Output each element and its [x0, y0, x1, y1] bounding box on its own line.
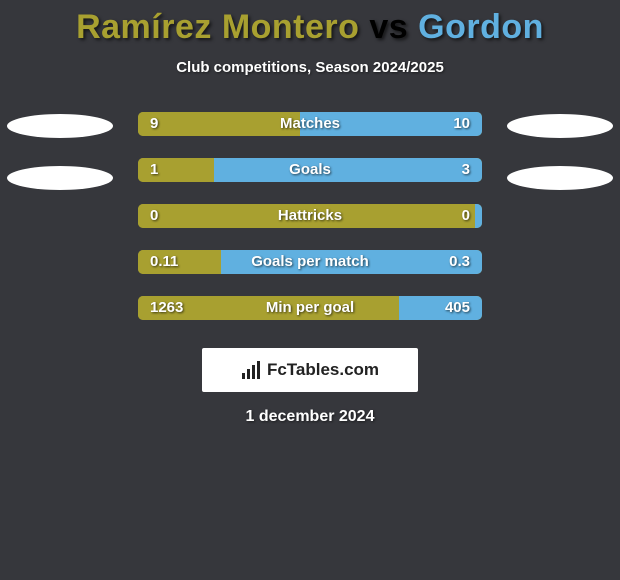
value-left: 9 — [138, 112, 170, 136]
stat-label: Hattricks — [138, 204, 482, 228]
fctables-logo[interactable]: FcTables.com — [202, 348, 418, 392]
bar-track: 0 0Hattricks — [138, 204, 482, 228]
value-right: 3 — [450, 158, 482, 182]
stat-row: 0 0Hattricks — [0, 200, 620, 246]
player2-oval — [507, 166, 613, 190]
bars-icon — [241, 361, 263, 379]
bar-track: 0.110.3Goals per match — [138, 250, 482, 274]
player1-name: Ramírez Montero — [76, 8, 359, 46]
stat-row: 1263405Min per goal — [0, 292, 620, 338]
stat-row: 0.110.3Goals per match — [0, 246, 620, 292]
player2-name: Gordon — [418, 8, 544, 46]
bar-track: 1263405Min per goal — [138, 296, 482, 320]
page-title: Ramírez Montero vs Gordon — [0, 0, 620, 47]
value-left: 1 — [138, 158, 170, 182]
bar-right — [214, 158, 482, 182]
comparison-chart: 910Matches13Goals00Hattricks0.110.3Goals… — [0, 108, 620, 338]
stat-row: 910Matches — [0, 108, 620, 154]
bar-track: 910Matches — [138, 112, 482, 136]
value-left: 0 — [138, 204, 170, 228]
player1-oval — [7, 166, 113, 190]
value-left: 0.11 — [138, 250, 190, 274]
stat-row: 13Goals — [0, 154, 620, 200]
player1-oval — [7, 114, 113, 138]
value-right: 405 — [433, 296, 482, 320]
value-left: 1263 — [138, 296, 195, 320]
vs-text: vs — [359, 8, 418, 46]
value-right: 0 — [450, 204, 482, 228]
value-right: 10 — [441, 112, 482, 136]
logo-text: FcTables.com — [267, 360, 379, 380]
player2-oval — [507, 114, 613, 138]
date-text: 1 december 2024 — [0, 408, 620, 426]
value-right: 0.3 — [437, 250, 482, 274]
bar-track: 13Goals — [138, 158, 482, 182]
subtitle: Club competitions, Season 2024/2025 — [0, 59, 620, 76]
